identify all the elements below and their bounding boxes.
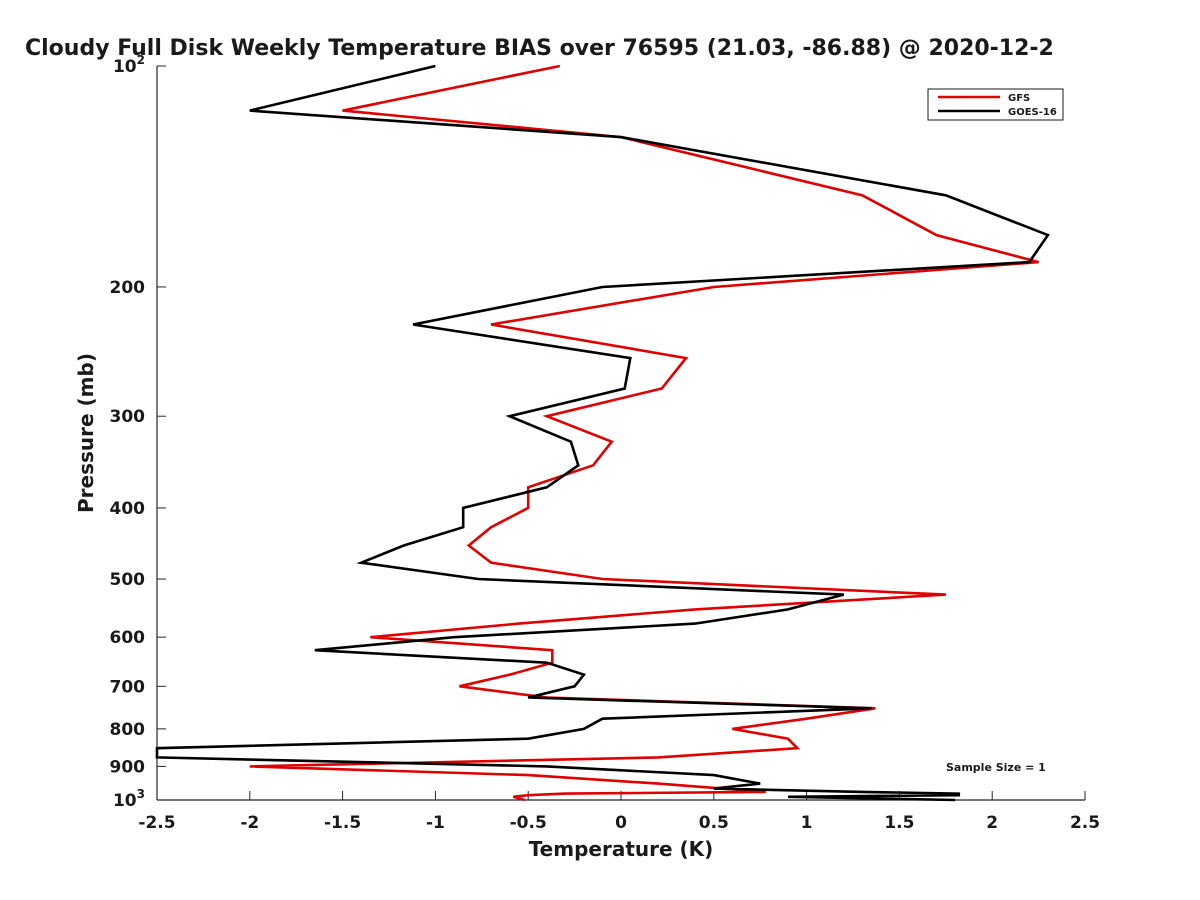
y-tick-label: 900 [110,757,146,777]
series-line-gfs [249,64,1039,802]
x-tick-label: 0.5 [699,813,729,833]
x-tick-label: -2.5 [138,813,175,833]
sample-size-annotation: Sample Size = 1 [946,761,1046,774]
x-tick-label: 1 [801,813,813,833]
legend: GFS GOES-16 [927,88,1064,121]
y-tick-label: 600 [110,628,146,648]
series-line-goes-16 [155,64,1050,802]
legend-label: GOES-16 [1008,107,1057,118]
x-tick-label: 1.5 [884,813,914,833]
y-tick-label-power: 102 [113,53,145,77]
plot-lines [155,64,1050,802]
y-tick-label: 300 [110,407,146,427]
legend-box [927,88,1064,121]
x-tick-label: 0 [615,813,627,833]
x-tick-label: -0.5 [510,813,547,833]
legend-label: GFS [1008,93,1030,104]
y-tick-label: 200 [110,278,146,298]
y-tick-label-power: 103 [113,787,145,811]
y-tick-label: 800 [110,720,146,740]
x-tick-label: -1.5 [324,813,361,833]
x-tick-label: 2 [986,813,998,833]
axes [156,66,1085,801]
y-tick-label: 700 [110,677,146,697]
x-tick-label: -1 [426,813,445,833]
y-axis-label: Pressure (mb) [74,353,98,513]
x-tick-label: -2 [240,813,259,833]
y-tick-label: 400 [110,499,146,519]
chart-title: Cloudy Full Disk Weekly Temperature BIAS… [25,36,1054,61]
y-axis-ticks: 200 300 400 500 600 700 800 900 102 103 [110,53,166,811]
x-tick-label: 2.5 [1070,813,1100,833]
y-tick-label: 500 [110,570,146,590]
x-axis-ticks: -2.5 -2 -1.5 -1 -0.5 0 0.5 1 1.5 2 2.5 [138,791,1100,833]
x-axis-label: Temperature (K) [529,837,714,861]
